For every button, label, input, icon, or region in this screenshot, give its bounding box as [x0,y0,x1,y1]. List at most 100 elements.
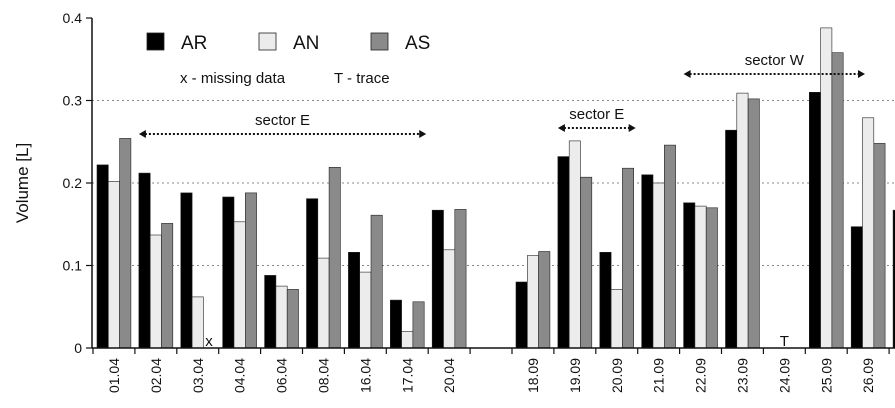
bar-ar-17.04 [389,299,402,349]
bar-as-17.04 [412,301,425,349]
bar-as-23.09 [747,98,760,349]
bar-ar-25.09 [808,92,821,349]
marker-t-24.09: T [780,333,789,350]
legend-swatch-ar [146,32,165,51]
x-tick-label-23.09: 23.09 [734,358,750,393]
x-tick-label-18.09: 18.09 [525,358,541,393]
bar-an-06.04 [275,285,288,349]
y-tick-label-3: 0.3 [63,93,83,109]
sector-arrow-head-right-1 [628,124,636,132]
bar-ar-20.04 [431,209,444,349]
grid-lines [92,100,895,266]
axes [86,17,895,354]
x-tick-label-16.04: 16.04 [357,358,373,393]
bar-as-21.09 [663,144,676,349]
bar-ar-20.09 [599,252,612,349]
bar-an-16.04 [359,271,372,349]
legend-swatch-an [258,32,277,51]
bar-ar-22.09 [683,202,696,349]
note-missing-data: x - missing data [180,70,286,87]
bar-an-20.04 [443,249,456,349]
bar-as-20.04 [454,209,467,349]
x-tick-label-22.09: 22.09 [693,358,709,393]
bar-as-25.09 [831,52,844,349]
x-tick-label-06.04: 06.04 [274,358,290,393]
y-axis-label: Volume [L] [13,143,32,223]
bar-an-01.04 [108,181,120,349]
bar-an-08.04 [317,257,330,349]
sector-annotations: sector E sector E sector W [138,52,865,138]
bar-as-02.04 [161,223,174,349]
bar-ar-01.04 [96,164,109,349]
sector-label-1: sector E [569,106,624,123]
y-tick-labels: 0 0.1 0.2 0.3 0.4 [63,10,83,356]
bar-ar-19.09 [557,156,570,349]
bar-an-22.09 [694,205,707,349]
x-tick-label-19.09: 19.09 [567,358,583,393]
y-tick-label-2: 0.2 [63,175,83,191]
bar-as-26.09 [873,143,886,349]
y-tick-label-4: 0.4 [63,10,83,26]
bar-ar-02.04 [138,172,151,349]
legend-label-as: AS [405,33,430,54]
note-trace: T - trace [334,70,390,87]
x-tick-label-26.09: 26.09 [860,358,876,393]
bars-group [96,27,895,349]
bar-ar-08.04 [306,198,319,349]
bar-as-22.09 [705,207,718,349]
bar-an-20.09 [610,289,623,349]
bar-as-01.04 [119,138,132,349]
x-tick-label-24.09: 24.09 [776,358,792,393]
sector-arrow-head-right-0 [419,130,427,138]
bar-as-19.09 [580,176,593,349]
sector-arrow-head-left-0 [138,130,146,138]
sector-arrow-head-left-1 [557,124,565,132]
x-tick-label-08.04: 08.04 [315,358,331,393]
sector-label-2: sector W [745,52,805,69]
bar-as-18.09 [538,251,551,349]
bar-ar-16.04 [348,252,360,349]
bar-as-06.04 [286,289,299,349]
bar-an-23.09 [736,92,749,349]
bar-an-03.04 [191,296,204,349]
bar-an-19.09 [568,140,581,349]
bar-ar-18.09 [515,281,528,349]
x-tick-label-04.04: 04.04 [232,358,248,393]
bar-ar-06.04 [264,275,277,349]
bar-an-02.04 [149,234,162,349]
sector-arrow-head-left-2 [683,70,691,78]
x-tick-label-02.04: 02.04 [148,358,164,393]
legend-label-ar: AR [181,33,207,54]
bar-an-21.09 [652,182,665,349]
sector-label-0: sector E [255,112,310,129]
sector-arrow-head-right-2 [858,70,865,78]
x-tick-label-01.04: 01.04 [106,358,122,393]
legend-label-an: AN [293,33,319,54]
x-tick-label-20.04: 20.04 [441,358,457,393]
x-tick-label-20.09: 20.09 [609,358,625,393]
legend: AR AN AS [146,32,430,54]
y-tick-label-0: 0 [74,340,82,356]
bar-an-04.04 [233,221,246,349]
x-tick-label-21.09: 21.09 [651,358,667,393]
x-tick-label-03.04: 03.04 [190,358,206,393]
x-tick-label-17.04: 17.04 [399,358,415,393]
bar-ar-21.09 [641,174,654,349]
bar-as-04.04 [245,192,257,349]
bar-as-08.04 [328,167,341,349]
marker-x-03.04: x [205,333,213,350]
y-tick-label-1: 0.1 [63,258,83,274]
bar-as-20.09 [622,167,635,349]
bar-an-25.09 [820,27,833,349]
legend-swatch-as [370,32,389,51]
bar-ar-27.09 [892,209,895,349]
bar-an-18.09 [526,255,539,349]
x-tick-label-25.09: 25.09 [818,358,834,393]
bar-ar-26.09 [850,226,863,349]
bar-as-16.04 [370,214,383,349]
bar-ar-03.04 [180,192,193,349]
x-tick-labels: 01.04 02.04 03.04 04.04 06.04 08.04 16.04 17.04… [106,358,876,393]
bar-an-26.09 [862,117,875,349]
